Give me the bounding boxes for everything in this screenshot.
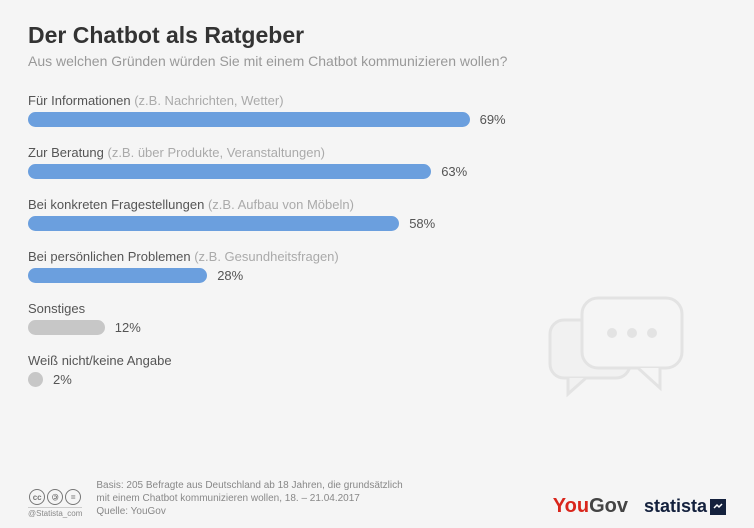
footer: cc 🄯 = @Statista_com Basis: 205 Befragte… xyxy=(28,479,726,518)
bar-fill xyxy=(28,268,207,283)
yougov-logo: YouGov xyxy=(553,495,628,518)
bar-value: 63% xyxy=(441,164,467,179)
bar-track: 28% xyxy=(28,268,726,283)
bar-fill xyxy=(28,320,105,335)
cc-by-icon: 🄯 xyxy=(47,489,63,505)
cc-license: cc 🄯 = @Statista_com xyxy=(28,489,82,518)
statista-logo: statista xyxy=(644,496,726,517)
cc-icon: cc xyxy=(29,489,45,505)
chart-subtitle: Aus welchen Gründen würden Sie mit einem… xyxy=(28,53,726,69)
bar-label: Zur Beratung (z.B. über Produkte, Verans… xyxy=(28,145,726,160)
bar-value: 12% xyxy=(115,320,141,335)
bar-fill xyxy=(28,164,431,179)
bar-track: 69% xyxy=(28,112,726,127)
basis-line-2: mit einem Chatbot kommunizieren wollen, … xyxy=(96,492,552,505)
logos: YouGov statista xyxy=(553,495,726,518)
bar-row: Bei persönlichen Problemen (z.B. Gesundh… xyxy=(28,249,726,283)
bar-value: 28% xyxy=(217,268,243,283)
bar-label: Bei konkreten Fragestellungen (z.B. Aufb… xyxy=(28,197,726,212)
bar-fill xyxy=(28,112,470,127)
bar-label: Bei persönlichen Problemen (z.B. Gesundh… xyxy=(28,249,726,264)
source-line: Quelle: YouGov xyxy=(96,505,552,518)
basis-line-1: Basis: 205 Befragte aus Deutschland ab 1… xyxy=(96,479,552,492)
bar-fill xyxy=(28,372,43,387)
bar-value: 2% xyxy=(53,372,72,387)
bar-fill xyxy=(28,216,399,231)
bar-track: 58% xyxy=(28,216,726,231)
bar-value: 69% xyxy=(480,112,506,127)
cc-nd-icon: = xyxy=(65,489,81,505)
chart-title: Der Chatbot als Ratgeber xyxy=(28,22,726,49)
statista-handle: @Statista_com xyxy=(28,507,82,518)
bar-value: 58% xyxy=(409,216,435,231)
bar-row: Zur Beratung (z.B. über Produkte, Verans… xyxy=(28,145,726,179)
bar-row: Für Informationen (z.B. Nachrichten, Wet… xyxy=(28,93,726,127)
bar-track: 63% xyxy=(28,164,726,179)
bar-label: Für Informationen (z.B. Nachrichten, Wet… xyxy=(28,93,726,108)
footnote: Basis: 205 Befragte aus Deutschland ab 1… xyxy=(96,479,552,518)
chat-bubbles-icon xyxy=(544,290,694,415)
bar-row: Bei konkreten Fragestellungen (z.B. Aufb… xyxy=(28,197,726,231)
